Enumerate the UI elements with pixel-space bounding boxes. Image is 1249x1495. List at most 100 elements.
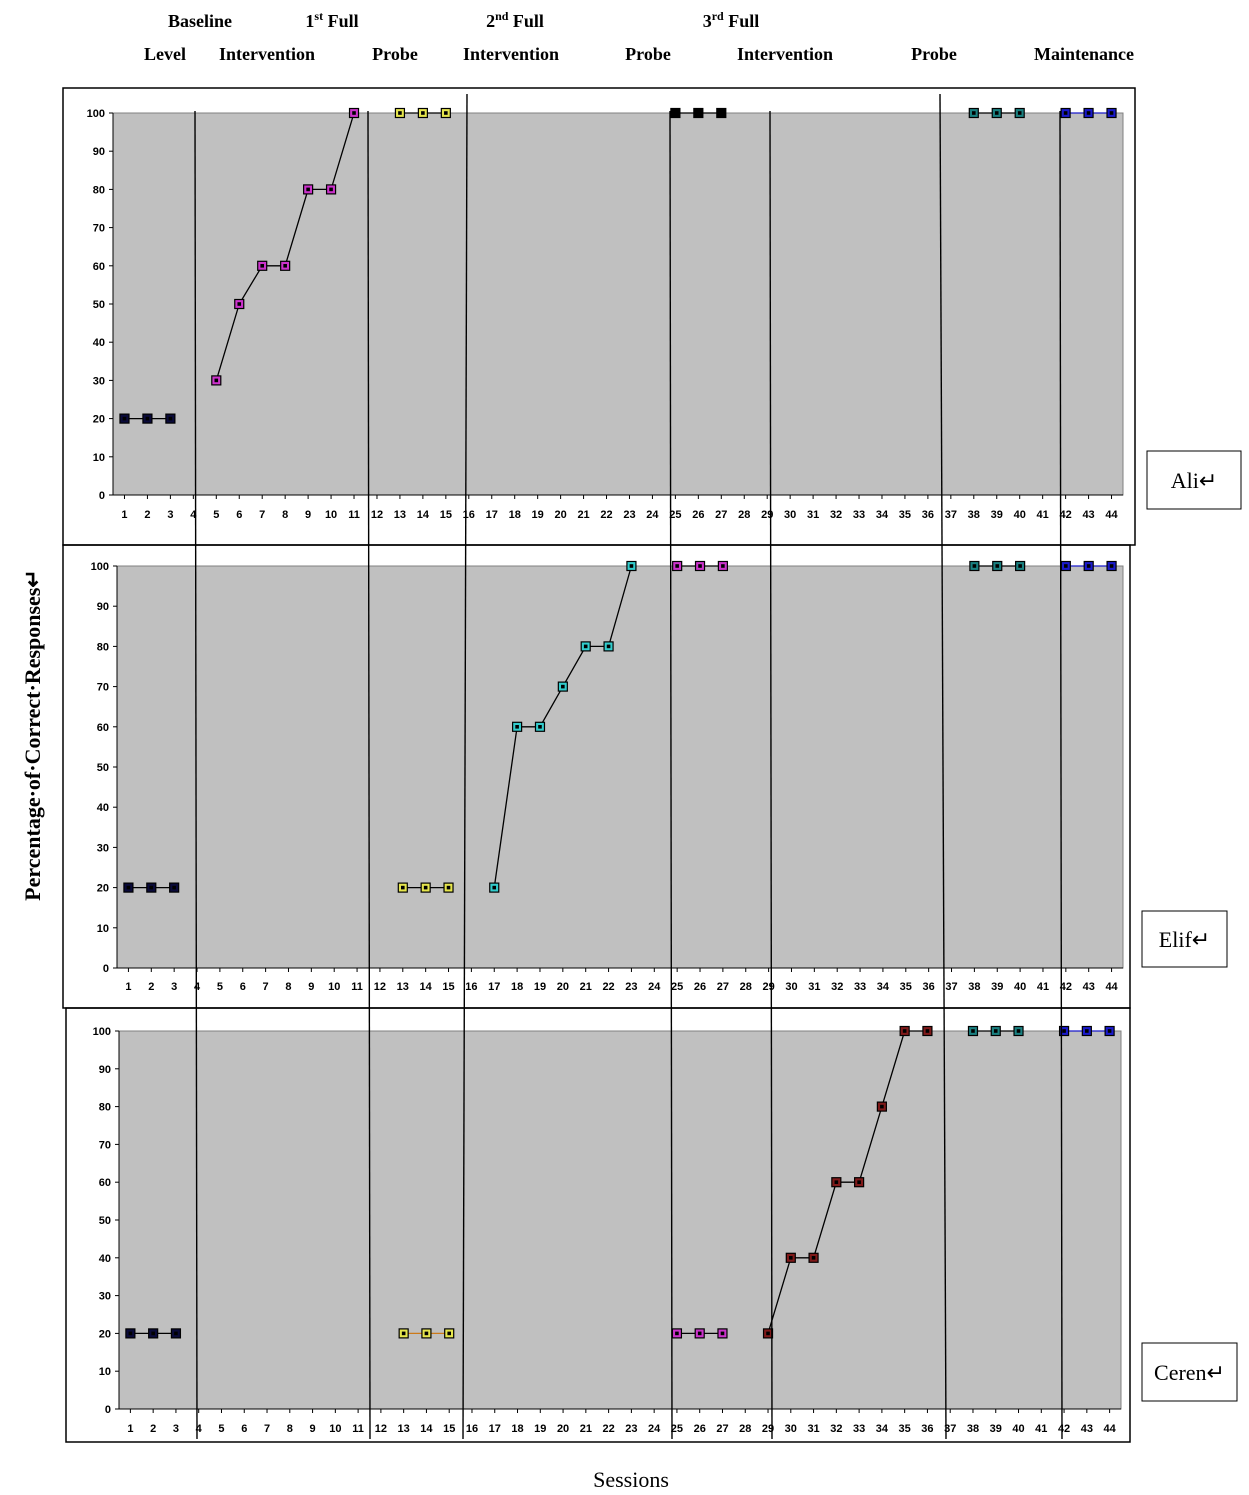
data-point-center <box>719 111 724 115</box>
y-tick-label: 100 <box>91 561 109 573</box>
x-tick-label: 14 <box>417 509 430 521</box>
series-1 <box>119 413 176 424</box>
y-tick-label: 40 <box>99 1253 111 1265</box>
x-tick-label: 27 <box>717 981 729 993</box>
y-tick-label: 40 <box>93 337 105 349</box>
phase-change-line <box>367 110 371 1440</box>
x-tick-label: 5 <box>218 1423 224 1435</box>
data-point-center <box>1109 111 1114 115</box>
x-tick-label: 20 <box>557 981 569 993</box>
y-tick-label: 20 <box>97 883 109 895</box>
x-tick-label: 22 <box>602 1423 614 1435</box>
y-tick-label: 50 <box>97 762 109 774</box>
y-tick-label: 90 <box>99 1064 111 1076</box>
y-tick-label: 100 <box>87 108 105 120</box>
x-tick-label: 25 <box>671 1423 683 1435</box>
series-3 <box>671 1328 728 1339</box>
data-point-center <box>1017 111 1022 115</box>
data-point-center <box>1063 111 1068 115</box>
x-tick-label: 12 <box>375 1423 387 1435</box>
x-tick-label: 38 <box>968 981 980 993</box>
y-tick-label: 90 <box>93 146 105 158</box>
x-tick-label: 7 <box>263 981 269 993</box>
participant-label-box <box>1141 910 1228 968</box>
phase-header-line2: Level <box>144 44 186 64</box>
x-tick-label: 29 <box>761 509 773 521</box>
data-point-center <box>444 111 448 115</box>
x-tick-label: 29 <box>762 981 774 993</box>
y-tick-label: 0 <box>105 1404 111 1416</box>
x-tick-label: 32 <box>830 509 842 521</box>
x-tick-label: 36 <box>923 981 935 993</box>
data-point-center <box>1086 564 1091 568</box>
x-tick-label: 11 <box>352 1423 364 1435</box>
x-tick-label: 4 <box>190 509 197 521</box>
x-tick-label: 5 <box>217 981 223 993</box>
x-tick-label: 18 <box>511 1423 523 1435</box>
participant-label-box <box>1141 1342 1238 1402</box>
x-tick-label: 34 <box>876 1423 889 1435</box>
data-point-center <box>902 1029 907 1033</box>
phase-header-line2: Intervention <box>463 44 559 64</box>
x-tick-label: 13 <box>397 981 409 993</box>
y-tick-label: 20 <box>99 1328 111 1340</box>
series-2 <box>211 107 360 386</box>
x-tick-label: 22 <box>602 981 614 993</box>
x-tick-label: 22 <box>600 509 612 521</box>
data-point-center <box>492 885 497 890</box>
phase-change-line <box>194 110 198 1440</box>
x-tick-label: 34 <box>876 509 889 521</box>
x-tick-label: 34 <box>877 981 890 993</box>
data-point-center <box>1109 564 1114 568</box>
data-point-center <box>1016 1029 1021 1033</box>
y-tick-label: 80 <box>93 184 105 196</box>
participant-labels: Ali↵ Elif↵ Ceren↵ <box>1141 450 1242 1402</box>
x-tick-label: 40 <box>1014 509 1026 521</box>
data-point-center <box>149 885 154 890</box>
data-point-center <box>583 644 588 649</box>
x-tick-label: 12 <box>371 509 383 521</box>
participant-name: Elif↵ <box>1159 927 1210 952</box>
x-tick-label: 33 <box>853 509 865 521</box>
x-tick-label: 27 <box>715 509 727 521</box>
x-tick-label: 2 <box>148 981 154 993</box>
x-tick-label: 23 <box>625 1423 637 1435</box>
x-tick-label: 38 <box>968 509 980 521</box>
y-tick-label: 0 <box>103 963 109 975</box>
data-point-center <box>834 1180 839 1184</box>
x-tick-label: 18 <box>509 509 521 521</box>
participant-label-2: Elif↵ <box>1141 910 1228 968</box>
x-axis-label: Sessions <box>593 1467 669 1492</box>
data-point-center <box>128 1331 133 1336</box>
x-tick-label: 27 <box>716 1423 728 1435</box>
x-tick-label: 39 <box>991 509 1003 521</box>
x-tick-label: 40 <box>1014 981 1026 993</box>
data-point-center <box>698 564 702 568</box>
x-tick-label: 39 <box>991 981 1003 993</box>
x-tick-label: 5 <box>213 509 219 521</box>
x-tick-label: 36 <box>922 509 934 521</box>
phase-header-line2: Probe <box>625 44 671 64</box>
phase-change-line <box>769 110 773 1440</box>
x-tick-label: 33 <box>854 981 866 993</box>
data-point-center <box>1085 1029 1089 1033</box>
x-tick-label: 18 <box>511 981 523 993</box>
data-point-center <box>561 684 565 689</box>
x-tick-label: 44 <box>1103 1423 1116 1435</box>
y-tick-label: 60 <box>93 261 105 273</box>
y-tick-label: 70 <box>97 682 109 694</box>
x-tick-label: 30 <box>785 1423 797 1435</box>
participant-label-box <box>1146 450 1242 510</box>
data-point-center <box>697 1331 702 1336</box>
plot-area <box>112 112 1124 496</box>
phase-change-line <box>669 110 673 1440</box>
y-tick-label: 70 <box>93 223 105 235</box>
data-point-center <box>995 564 1000 568</box>
y-tick-label: 90 <box>97 601 109 613</box>
plot-area <box>116 565 1124 969</box>
data-point-center <box>696 111 701 115</box>
phase-change-line <box>939 93 947 1440</box>
data-point-center <box>673 111 678 115</box>
x-tick-label: 29 <box>762 1423 774 1435</box>
